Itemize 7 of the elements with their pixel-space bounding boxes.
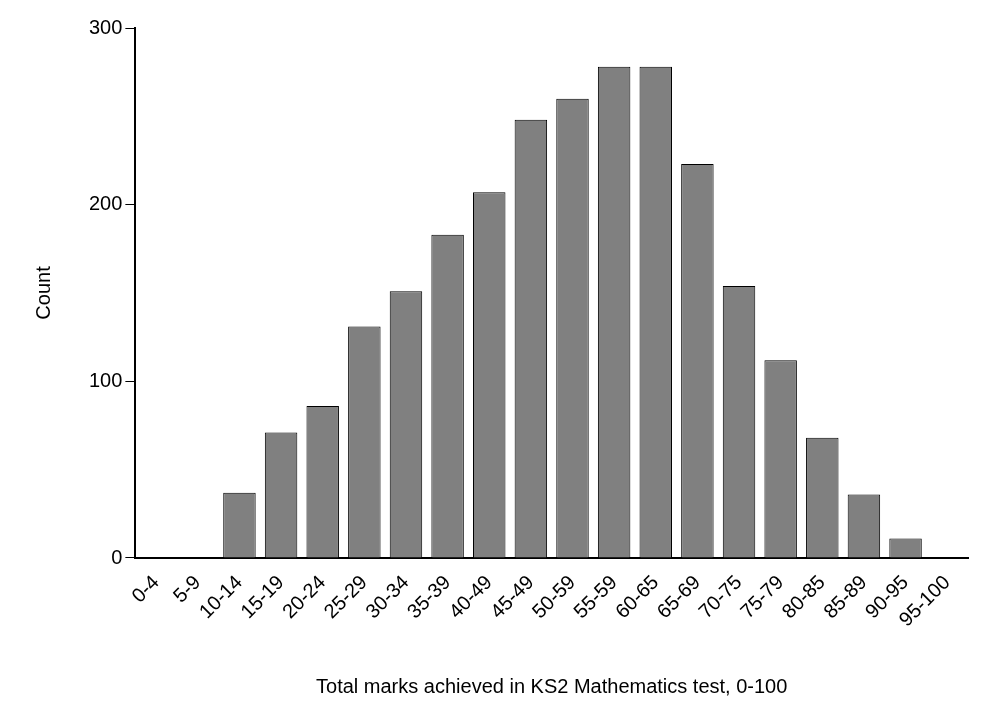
x-axis-title: Total marks achieved in KS2 Mathematics test, 0-100 [316, 674, 788, 697]
y-tick-label: 100 [88, 368, 123, 391]
y-axis-title: Count [31, 265, 54, 320]
x-tick-label: 0-4 [126, 570, 163, 607]
y-tick-label: 200 [88, 192, 123, 215]
y-tick-label: 300 [88, 15, 123, 38]
y-tick-label: 0 [111, 545, 123, 568]
